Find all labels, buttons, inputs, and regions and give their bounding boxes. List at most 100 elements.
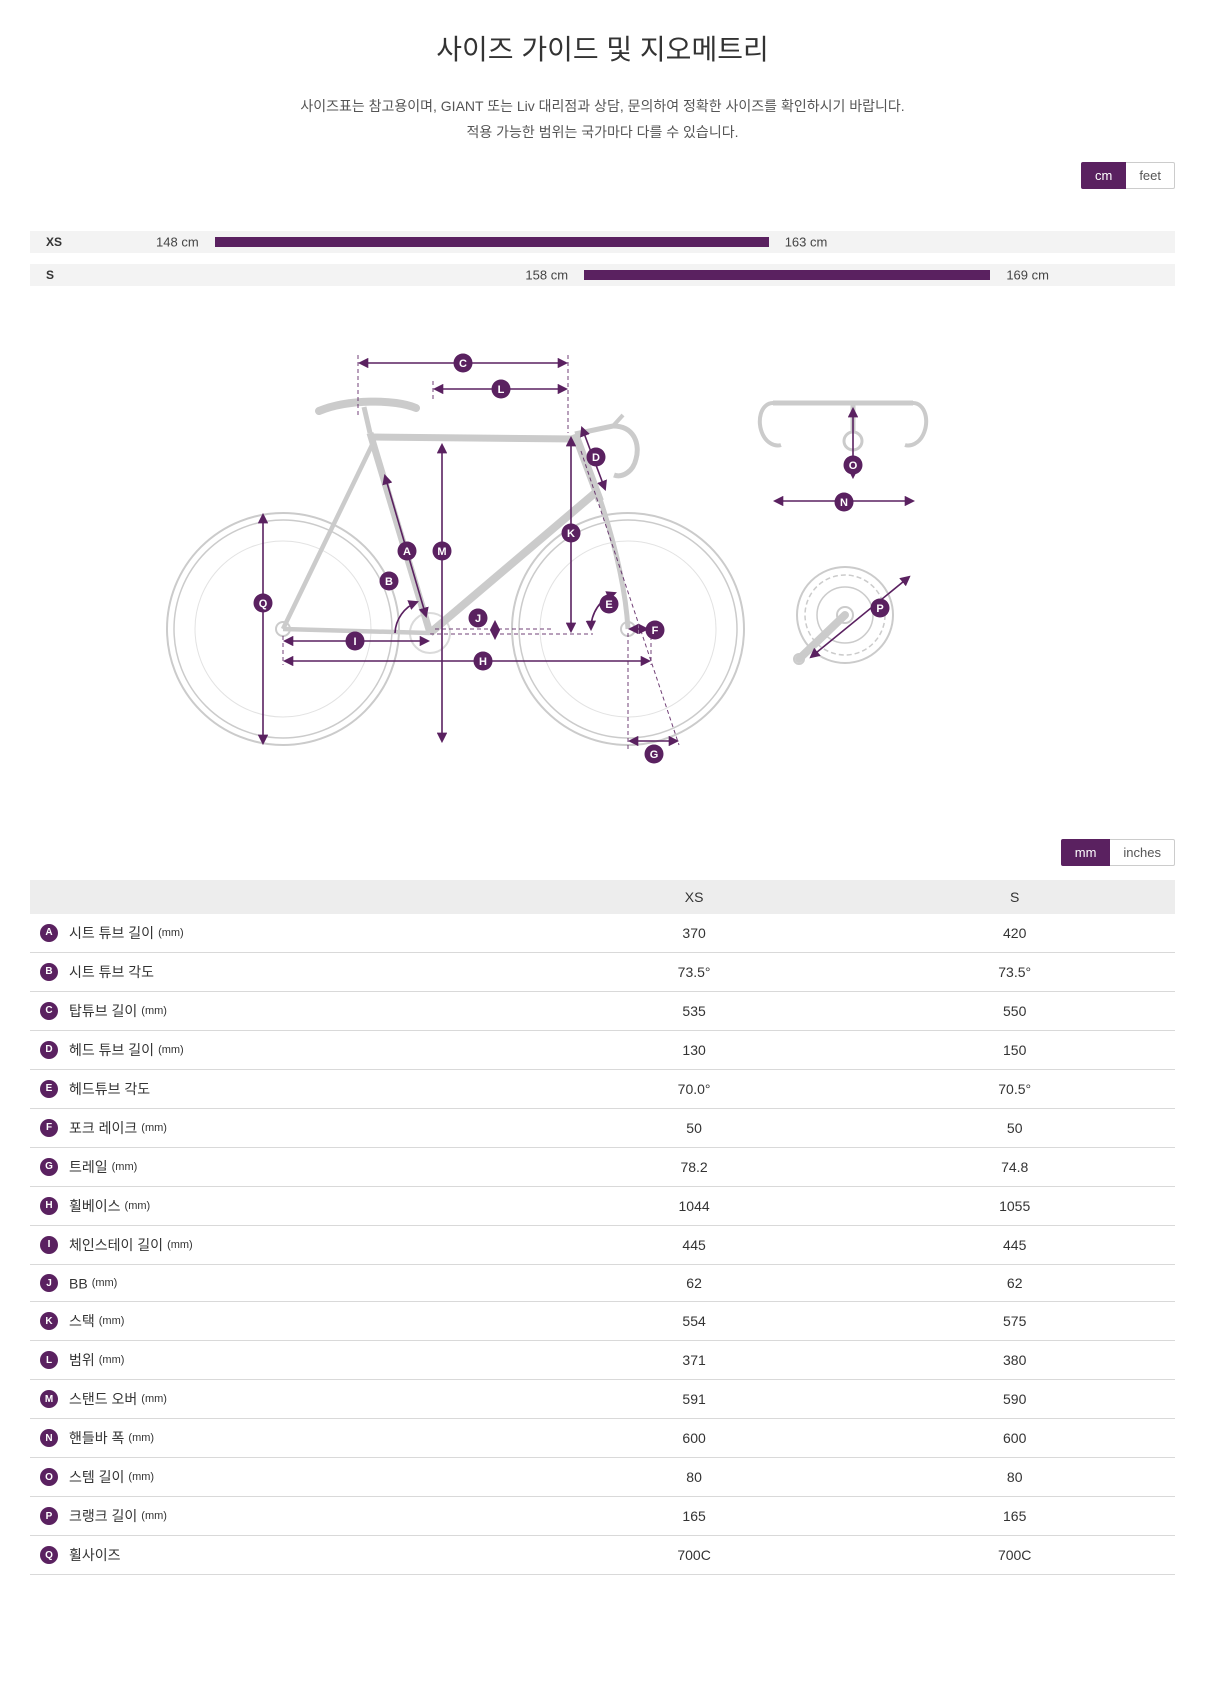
value-xs: 62 — [533, 1264, 855, 1303]
table-unit-toggle: mm inches — [1060, 838, 1175, 866]
table-row: D 헤드 튜브 길이 (mm) 130 150 — [30, 1030, 1175, 1070]
table-row: G 트레일 (mm) 78.2 74.8 — [30, 1147, 1175, 1187]
value-s: 1055 — [854, 1186, 1175, 1226]
row-label: 크랭크 길이 — [69, 1508, 138, 1525]
feet-toggle-button[interactable]: feet — [1126, 161, 1175, 189]
row-key-badge: I — [40, 1235, 58, 1254]
row-label: 핸들바 폭 — [69, 1430, 125, 1447]
table-row: C 탑튜브 길이 (mm) 535 550 — [30, 991, 1175, 1031]
value-s: 73.5° — [854, 952, 1175, 992]
size-range-bar — [584, 269, 991, 280]
value-s: 600 — [854, 1418, 1175, 1459]
row-key-badge: P — [40, 1507, 58, 1526]
diagram-badge-letter-O: O — [848, 460, 857, 472]
row-unit: (mm) — [98, 1354, 125, 1367]
page-title: 사이즈 가이드 및 지오메트리 — [436, 34, 769, 65]
subtitle-line-1: 사이즈표는 참고용이며, GIANT 또는 Liv 대리점과 상담, 문의하여 … — [300, 98, 905, 114]
bike-drawing — [165, 397, 745, 746]
diagram-badge-G — [644, 744, 663, 764]
value-s: 70.5° — [854, 1069, 1175, 1109]
table-row: M 스탠드 오버 (mm) 591 590 — [30, 1379, 1175, 1420]
row-key-badge: E — [40, 1079, 58, 1098]
diagram-badge-letter-G: G — [649, 749, 658, 761]
diagram-badge-E — [599, 594, 618, 614]
height-toggle-row: cm feet — [30, 161, 1175, 189]
value-xs: 591 — [533, 1379, 855, 1420]
page-container: 사이즈 가이드 및 지오메트리 사이즈표는 참고용이며, GIANT 또는 Li… — [0, 28, 1205, 1615]
value-xs: 130 — [533, 1030, 855, 1070]
row-unit: (mm) — [167, 1238, 193, 1251]
value-s: 575 — [854, 1301, 1175, 1342]
row-label: 헤드튜브 각도 — [69, 1080, 151, 1097]
row-key-badge: A — [40, 923, 58, 942]
row-label: 스택 — [69, 1313, 95, 1330]
row-key-badge: G — [40, 1157, 58, 1176]
diagram-badge-L — [491, 379, 510, 399]
mm-toggle-button[interactable]: mm — [1060, 838, 1111, 866]
value-s: 74.8 — [854, 1147, 1175, 1187]
diagram-badge-B — [379, 571, 398, 591]
row-label: 탑튜브 길이 — [69, 1002, 138, 1019]
table-row: K 스택 (mm) 554 575 — [30, 1301, 1175, 1342]
value-xs: 165 — [533, 1496, 855, 1537]
row-unit: (mm) — [91, 1277, 118, 1290]
table-row: B 시트 튜브 각도 73.5° 73.5° — [30, 952, 1175, 992]
row-key-badge: J — [40, 1274, 58, 1293]
diagram-badge-letter-C: C — [459, 358, 467, 370]
row-label: 트레일 — [69, 1158, 108, 1175]
table-row: J BB (mm) 62 62 — [30, 1264, 1175, 1303]
table-row: E 헤드튜브 각도 70.0° 70.5° — [30, 1069, 1175, 1109]
value-s: 62 — [854, 1264, 1175, 1303]
value-xs: 700C — [533, 1535, 855, 1576]
subtitle-line-2: 적용 가능한 범위는 국가마다 다를 수 있습니다. — [466, 123, 739, 140]
diagram-badge-H — [473, 651, 492, 671]
diagram-badge-letter-B: B — [385, 576, 393, 588]
row-unit: (mm) — [111, 1160, 138, 1173]
value-s: 165 — [854, 1496, 1175, 1537]
diagram-badge-O — [843, 455, 862, 475]
value-xs: 370 — [533, 913, 855, 953]
geometry-table: XS S A 시트 튜브 길이 (mm) 370 420 B 시트 튜브 각도 73.… — [30, 879, 1175, 1576]
diagram-badge-M — [432, 541, 451, 561]
table-row: I 체인스테이 길이 (mm) 445 445 — [30, 1225, 1175, 1265]
table-row: P 크랭크 길이 (mm) 165 165 — [30, 1496, 1175, 1537]
row-unit: (mm) — [141, 1121, 167, 1134]
page-subtitle: 사이즈표는 참고용이며, GIANT 또는 Liv 대리점과 상담, 문의하여 … — [30, 94, 1175, 146]
diagram-badge-P — [870, 598, 889, 618]
column-header-xs: XS — [533, 879, 855, 914]
measurement-guides — [282, 354, 679, 751]
value-s: 50 — [854, 1108, 1175, 1148]
height-unit-toggle: cm feet — [1080, 161, 1175, 189]
range-to-label: 163 cm — [784, 234, 828, 250]
row-key-badge: Q — [40, 1546, 58, 1565]
diagram-badge-D — [586, 447, 605, 467]
diagram-badge-letter-N: N — [840, 497, 848, 509]
row-unit: (mm) — [141, 1393, 167, 1406]
geometry-diagram: A B C D E F G H I J K L M N O P Q — [165, 353, 928, 764]
diagram-badge-K — [561, 523, 580, 543]
handlebar-top-view-drawing — [757, 400, 928, 452]
range-to-label: 169 cm — [1006, 267, 1049, 283]
row-key-badge: M — [40, 1390, 58, 1409]
diagram-badge-N — [834, 492, 853, 512]
value-s: 420 — [854, 913, 1175, 953]
row-unit: (mm) — [128, 1471, 155, 1484]
range-from-label: 158 cm — [525, 267, 569, 283]
value-xs: 1044 — [533, 1186, 855, 1226]
row-label: 시트 튜브 각도 — [69, 963, 155, 980]
row-label: 휠사이즈 — [69, 1547, 121, 1564]
row-label: 시트 튜브 길이 — [69, 924, 155, 941]
row-label: 포크 레이크 — [69, 1119, 138, 1136]
inches-toggle-button[interactable]: inches — [1110, 838, 1175, 866]
size-range-bar — [214, 236, 769, 247]
value-xs: 70.0° — [533, 1069, 855, 1109]
table-unit-toggle-row: mm inches — [30, 838, 1175, 866]
row-unit: (mm) — [98, 1315, 125, 1328]
value-s: 380 — [854, 1340, 1175, 1381]
table-row: H 휠베이스 (mm) 1044 1055 — [30, 1186, 1175, 1226]
cm-toggle-button[interactable]: cm — [1080, 161, 1127, 189]
geometry-label-column-header — [30, 879, 534, 914]
row-label: 스탠드 오버 — [69, 1391, 138, 1408]
diagram-badges: A B C D E F G H I J K L M N O P Q — [253, 353, 889, 764]
diagram-badge-letter-F: F — [651, 625, 658, 637]
